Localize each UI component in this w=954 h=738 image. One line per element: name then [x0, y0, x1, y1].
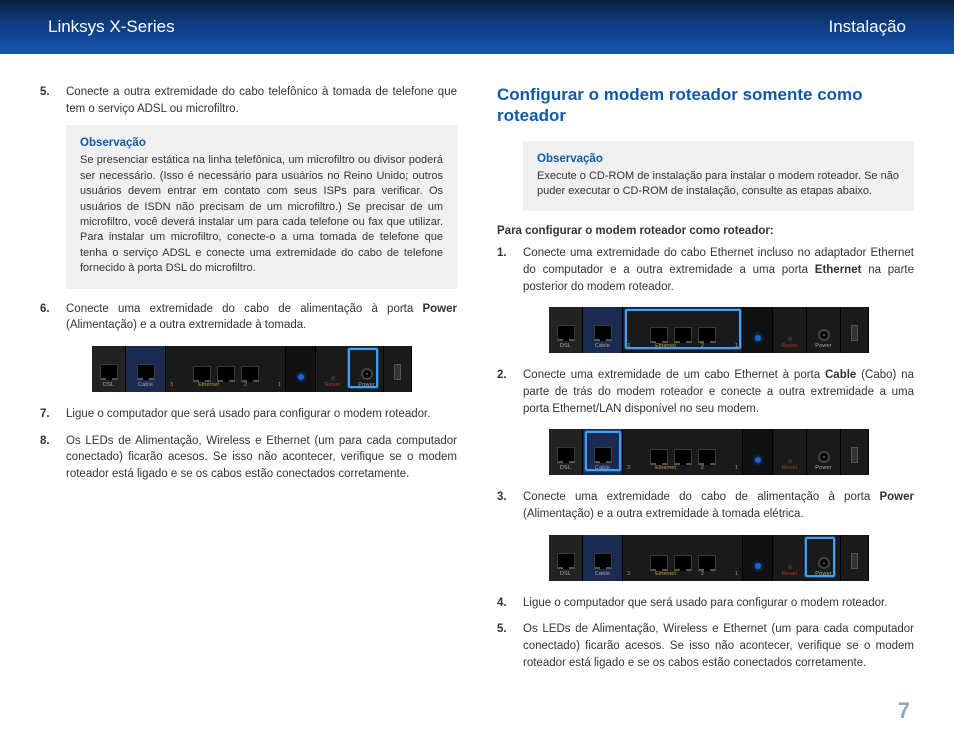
- router-figure-power: DSL Cable 3Ethernet21 Reset Power: [549, 535, 869, 581]
- left-column: 5. Conecte a outra extremidade do cabo t…: [40, 84, 457, 681]
- step-6: 6. Conecte uma extremidade do cabo de al…: [40, 301, 457, 392]
- step-number: 7.: [40, 406, 50, 423]
- step-number: 8.: [40, 433, 50, 450]
- page-content: 5. Conecte a outra extremidade do cabo t…: [0, 54, 954, 681]
- step-4: 4. Ligue o computador que será usado par…: [497, 595, 914, 612]
- right-steps: 1. Conecte uma extremidade do cabo Ether…: [497, 245, 914, 671]
- step-bold: Ethernet: [815, 264, 862, 276]
- step-number: 6.: [40, 301, 50, 318]
- step-text-post: (Alimentação) e a outra extremidade à to…: [66, 319, 306, 331]
- step-8: 8. Os LEDs de Alimentação, Wireless e Et…: [40, 433, 457, 483]
- router-back-panel: DSL Cable 3Ethernet21 Reset Power: [549, 307, 869, 353]
- step-5: 5. Conecte a outra extremidade do cabo t…: [40, 84, 457, 289]
- step-5: 5. Os LEDs de Alimentação, Wireless e Et…: [497, 621, 914, 671]
- page-number: 7: [898, 698, 910, 724]
- section-title: Configurar o modem roteador somente como…: [497, 84, 914, 127]
- step-text: Os LEDs de Alimentação, Wireless e Ether…: [66, 435, 457, 480]
- step-number: 5.: [40, 84, 50, 101]
- step-text: Conecte a outra extremidade do cabo tele…: [66, 86, 457, 115]
- step-number: 5.: [497, 621, 507, 638]
- step-number: 2.: [497, 367, 507, 384]
- step-bold: Cable: [825, 369, 856, 381]
- router-back-panel: DSL Cable 3Ethernet21 Reset Power: [549, 429, 869, 475]
- note-title: Observação: [537, 151, 900, 167]
- note-box: Observação Execute o CD-ROM de instalaçã…: [523, 141, 914, 212]
- step-number: 1.: [497, 245, 507, 262]
- router-back-panel: DSL Cable 3Ethernet21 Reset Power: [92, 346, 412, 392]
- right-column: Configurar o modem roteador somente como…: [497, 84, 914, 681]
- step-text: Ligue o computador que será usado para c…: [66, 408, 430, 420]
- router-back-panel: DSL Cable 3Ethernet21 Reset Power: [549, 535, 869, 581]
- left-steps: 5. Conecte a outra extremidade do cabo t…: [40, 84, 457, 483]
- header-right: Instalação: [829, 17, 907, 37]
- step-bold: Power: [422, 303, 457, 315]
- step-number: 4.: [497, 595, 507, 612]
- router-figure-ethernet: DSL Cable 3Ethernet21 Reset Power: [549, 307, 869, 353]
- step-bold: Power: [879, 491, 914, 503]
- subheading: Para configurar o modem roteador como ro…: [497, 225, 914, 237]
- step-text: Ligue o computador que será usado para c…: [523, 597, 887, 609]
- step-1: 1. Conecte uma extremidade do cabo Ether…: [497, 245, 914, 353]
- note-body: Se presenciar estática na linha telefôni…: [80, 153, 443, 276]
- step-text-post: (Alimentação) e a outra extremidade à to…: [523, 508, 804, 520]
- note-body: Execute o CD-ROM de instalação para inst…: [537, 169, 900, 200]
- router-figure-cable: DSL Cable 3Ethernet21 Reset Power: [549, 429, 869, 475]
- header-left: Linksys X-Series: [48, 17, 175, 37]
- step-text-pre: Conecte uma extremidade do cabo de alime…: [66, 303, 422, 315]
- note-box: Observação Se presenciar estática na lin…: [66, 125, 457, 288]
- step-7: 7. Ligue o computador que será usado par…: [40, 406, 457, 423]
- step-number: 3.: [497, 489, 507, 506]
- page-header: Linksys X-Series Instalação: [0, 0, 954, 54]
- note-title: Observação: [80, 135, 443, 151]
- step-2: 2. Conecte uma extremidade de um cabo Et…: [497, 367, 914, 475]
- step-text-pre: Conecte uma extremidade de um cabo Ether…: [523, 369, 825, 381]
- step-text: Os LEDs de Alimentação, Wireless e Ether…: [523, 623, 914, 668]
- step-3: 3. Conecte uma extremidade do cabo de al…: [497, 489, 914, 580]
- step-text-pre: Conecte uma extremidade do cabo de alime…: [523, 491, 879, 503]
- router-figure-power: DSL Cable 3Ethernet21 Reset Power: [92, 346, 412, 392]
